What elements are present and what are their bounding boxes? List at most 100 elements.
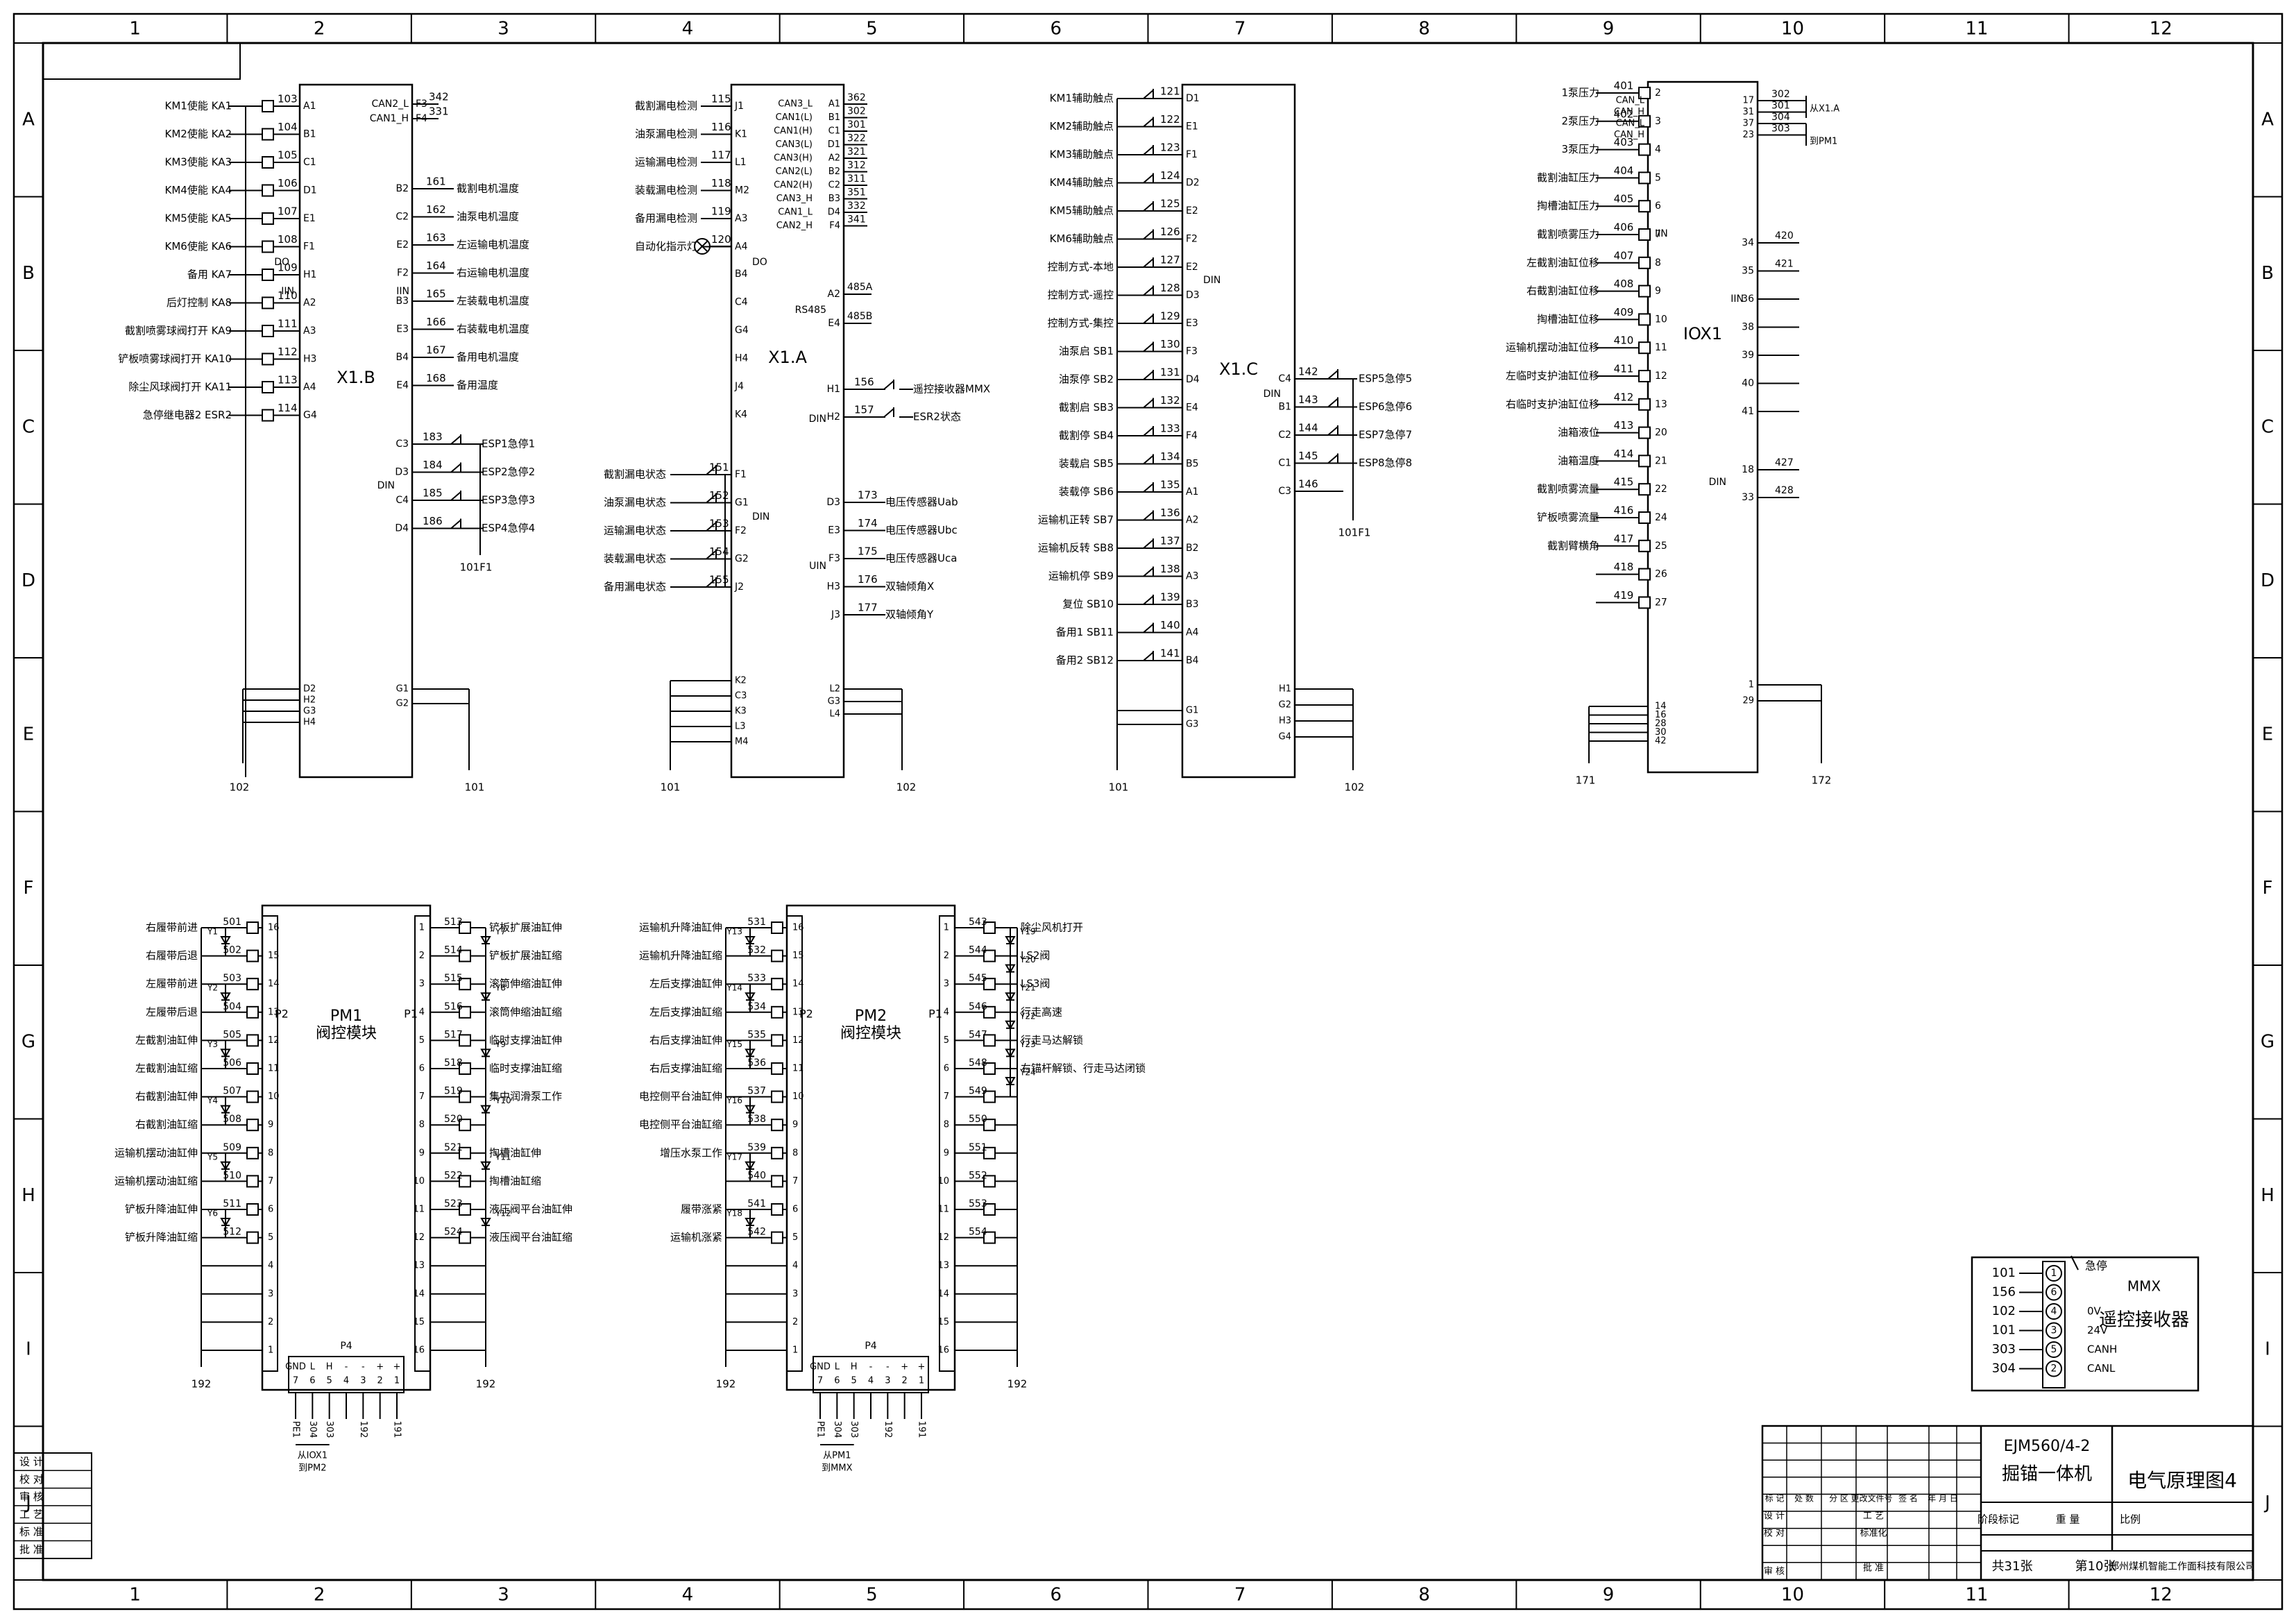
pin-label: 6 bbox=[944, 1064, 949, 1074]
signal-label: 左装载电机温度 bbox=[457, 295, 529, 307]
signal-label: 备用漏电检测 bbox=[635, 212, 697, 225]
row-label: 审 核 bbox=[1764, 1567, 1785, 1577]
pin-strip bbox=[262, 915, 278, 1372]
pin-label: A2 bbox=[828, 153, 840, 164]
signal-label: 除尘风球阀打开 KA11 bbox=[128, 381, 232, 393]
module-name: X1.B bbox=[337, 368, 375, 387]
pin-label: 12 bbox=[413, 1232, 425, 1243]
pin-label: H1 bbox=[1279, 684, 1291, 695]
pin-label: 2 bbox=[377, 1376, 383, 1386]
signal-label: 右装载电机温度 bbox=[457, 323, 529, 335]
pin-label: B3 bbox=[396, 296, 409, 307]
wire-number: 402 bbox=[1614, 108, 1634, 120]
pin-label: - bbox=[362, 1362, 365, 1373]
signal-label: 左履带前进 bbox=[146, 978, 198, 990]
signal-label: 铲板喷雾流量 bbox=[1537, 511, 1599, 524]
column-index: 12 bbox=[2150, 19, 2172, 40]
wire-number: 517 bbox=[444, 1029, 463, 1040]
pin-label: 12 bbox=[268, 1035, 280, 1046]
wire-number: 416 bbox=[1614, 504, 1634, 517]
signal-label: 装载停 SB6 bbox=[1059, 486, 1114, 498]
wire-number: 332 bbox=[847, 201, 866, 212]
pin-label: 5 bbox=[2051, 1344, 2057, 1355]
wire-number: 312 bbox=[847, 160, 866, 171]
wire-number: 171 bbox=[1576, 774, 1596, 787]
terminal-icon bbox=[459, 1034, 471, 1047]
note-label: 从IOX1 bbox=[298, 1451, 328, 1461]
role-label: 设 计 bbox=[19, 1456, 44, 1468]
pin-label: A4 bbox=[303, 382, 316, 393]
wire-number: 411 bbox=[1614, 363, 1634, 375]
signal-label: KM6辅助触点 bbox=[1050, 232, 1114, 245]
pin-strip bbox=[414, 915, 431, 1372]
pin-label: 8 bbox=[792, 1148, 798, 1158]
signal-label: 运输机正转 SB7 bbox=[1038, 513, 1114, 526]
terminal-icon bbox=[246, 921, 259, 934]
wire-number: 508 bbox=[223, 1114, 241, 1125]
signal-label: 运输机停 SB9 bbox=[1048, 570, 1114, 582]
signal-label: 左临时支护油缸位移 bbox=[1506, 370, 1599, 382]
pin-label: 1 bbox=[268, 1345, 273, 1356]
pin-label: 7 bbox=[419, 1091, 425, 1102]
valve-label: Y18 bbox=[726, 1209, 742, 1218]
row-label: 工 艺 bbox=[1863, 1511, 1884, 1522]
pin-label: 10 bbox=[792, 1091, 804, 1102]
pin-label: 11 bbox=[937, 1205, 949, 1215]
pin-label: 15 bbox=[792, 951, 804, 961]
module-mmx: MMX 遥控接收器 急停 101 1 156 6 102 4 0V 101 3 24V 303 5 CANH 3… bbox=[1971, 1255, 2200, 1392]
pin-label: 4 bbox=[2051, 1306, 2057, 1317]
switch-contact-icon bbox=[1327, 425, 1338, 436]
wire-number: 485B bbox=[847, 311, 872, 322]
switch-contact-icon bbox=[883, 407, 894, 418]
terminal-icon bbox=[771, 1119, 783, 1132]
signal-label: 铲板升降油缸伸 bbox=[125, 1203, 198, 1216]
pin-label: A1 bbox=[1186, 486, 1198, 498]
pin-label: - bbox=[869, 1362, 873, 1373]
wire-number: 544 bbox=[969, 945, 987, 956]
pin-label: A2 bbox=[828, 289, 840, 300]
sheet-number: 第10张 bbox=[2075, 1559, 2116, 1574]
signal-label: 临时支撑油缸伸 bbox=[489, 1034, 562, 1046]
column-index: 8 bbox=[1418, 1585, 1430, 1606]
wire-number: 192 bbox=[192, 1378, 212, 1391]
switch-contact-icon bbox=[1143, 173, 1154, 184]
wire-number: 164 bbox=[426, 260, 446, 272]
wire-number: 405 bbox=[1614, 193, 1634, 205]
pin-label: 5 bbox=[1655, 172, 1661, 183]
pin-label: CAN2_L bbox=[371, 99, 409, 110]
wire-number: 541 bbox=[747, 1198, 766, 1209]
terminal-icon bbox=[771, 1090, 783, 1103]
terminal-icon bbox=[1638, 256, 1651, 269]
wire-number: 506 bbox=[223, 1057, 241, 1069]
signal-label: 油箱温度 bbox=[1558, 454, 1599, 467]
wire-number: 304 bbox=[1771, 112, 1790, 123]
pin-label: F4 bbox=[1186, 430, 1198, 441]
terminal-icon bbox=[983, 949, 996, 962]
wire-number: 302 bbox=[1771, 89, 1790, 100]
mmx-terminal-strip bbox=[2042, 1261, 2066, 1388]
switch-contact-icon bbox=[1143, 651, 1154, 661]
switch-contact-icon bbox=[1143, 145, 1154, 155]
terminal-icon bbox=[983, 1231, 996, 1244]
signal-label: 液压阀平台油缸伸 bbox=[489, 1203, 572, 1216]
indicator-lamp-icon bbox=[694, 238, 711, 255]
wire-number: 419 bbox=[1614, 589, 1634, 602]
terminal-icon bbox=[246, 1090, 259, 1103]
pin-label: CAN3(L) bbox=[776, 139, 813, 150]
pin-label: B1 bbox=[828, 112, 840, 123]
wire-number: 501 bbox=[223, 917, 241, 928]
wire-number: 125 bbox=[1160, 198, 1180, 210]
wire-number: 135 bbox=[1160, 479, 1180, 491]
wire-number: 186 bbox=[423, 515, 443, 527]
valve-label: Y13 bbox=[726, 927, 742, 937]
pin-label: J3 bbox=[831, 609, 840, 620]
pin-label: 10 bbox=[413, 1176, 425, 1187]
wire-number: 140 bbox=[1160, 619, 1180, 631]
wire-number: 174 bbox=[858, 517, 878, 529]
wire-number: 109 bbox=[278, 262, 298, 274]
row-index: A bbox=[2261, 109, 2274, 130]
pin-label: 14 bbox=[1655, 702, 1667, 712]
terminal-icon bbox=[1638, 200, 1651, 213]
pin-label: 2 bbox=[944, 951, 949, 961]
